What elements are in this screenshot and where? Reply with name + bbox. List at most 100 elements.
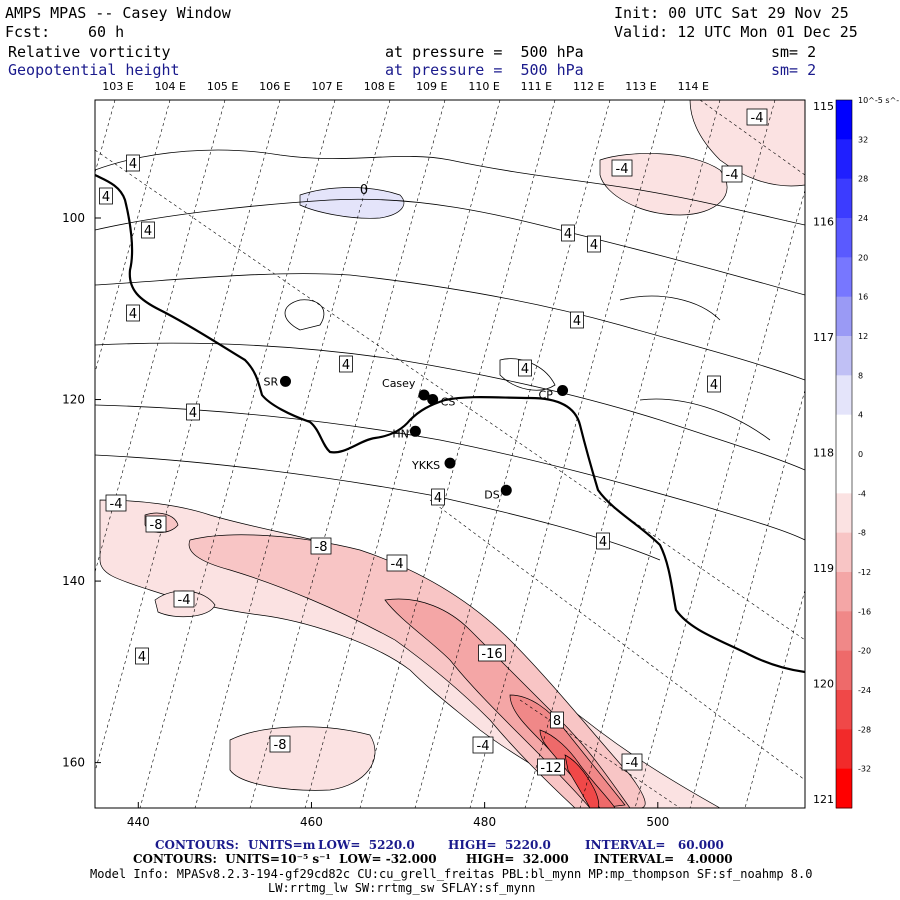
field2-level: at pressure = 500 hPa [385,61,584,79]
colorbar-swatch [836,729,852,770]
lon-line [469,100,666,808]
contour-label-box [570,311,584,329]
contour-label: 4 [596,532,610,550]
footer-physics-info: LW:rrtmg_lw SW:rrtmg_sw SFLAY:sf_mynn [268,881,536,895]
y-tick-label: 100 [62,211,85,225]
y-axis: 100 120 140 160 [62,211,101,770]
station-marker [500,484,512,496]
contour-label-text: -4 [616,162,629,177]
height-contour [95,404,805,541]
contour-label-text: 4 [590,238,598,253]
contour-label-text: -4 [626,756,639,771]
station-marker [427,394,439,406]
x-axis: 440 460 480 500 [127,802,669,829]
top-longitude-label: 103 E [102,80,133,93]
contour-label-box [145,515,167,533]
height-contour [639,398,771,441]
contour-label-box [431,488,445,506]
contour-label: 4 [126,304,140,322]
contour-label-text: -4 [110,497,123,512]
colorbar-swatch [836,454,852,494]
contour-label-text: -4 [477,739,490,754]
colorbar-swatch [836,768,852,809]
lon-line [95,100,116,174]
x-tick-label: 460 [300,815,323,829]
vorticity-cell-plus-8 [299,187,405,219]
contour-label: -4 [173,590,195,608]
contour-label: 4 [141,221,155,239]
colorbar-tick-label: 20 [858,253,868,262]
footer-vorticity-contours: CONTOURS: UNITS=10⁻⁵ s⁻¹ LOW= -32.000 HI… [133,852,733,866]
contour-label-text: -8 [150,518,163,533]
station-label: SR [263,375,278,388]
contour-label: 4 [339,355,353,373]
colorbar-tick-label: 16 [858,293,868,302]
station-marker [418,389,430,401]
top-longitude-label: 113 E [625,80,656,93]
station-marker [557,384,569,396]
contour-label-box [587,235,601,253]
contour-label: 4 [126,154,140,172]
station-marker [409,425,421,437]
colorbar-tick-label: -24 [858,686,871,695]
contour-label: 4 [587,235,601,253]
colorbar-swatch [836,493,852,534]
station-label: YKKS [411,459,440,472]
colorbar-tick-label: 4 [858,411,863,420]
contour-label: -4 [621,753,643,771]
contour-label-text: 4 [144,224,152,239]
colorbar-units: 10^-5 s^-1 [858,96,900,105]
height-contour [619,295,721,321]
contour-label-text: -4 [178,593,191,608]
footer-contours-label: CONTOURS: [155,838,239,852]
contour-label: 0 [360,183,368,198]
contour-label-text: -8 [315,540,328,555]
colorbar-swatch [836,414,852,455]
field2-name: Geopotential height [8,61,180,79]
contour-label-text: 4 [564,227,572,242]
field1-name: Relative vorticity [8,43,171,61]
top-longitude-label: 111 E [521,80,552,93]
footer-model-info: Model Info: MPASv8.2.3-194-gf29cd82c CU:… [90,867,813,881]
forecast-hour: 60 h [88,23,125,41]
station-label: CS [441,396,456,409]
contour-label-box [105,494,127,512]
contour-label-box [472,736,494,754]
height-contour [284,299,325,331]
contour-label-box [721,165,743,183]
contour-label-box [550,711,564,729]
y-tick-label: 160 [62,756,85,770]
contour-label-box [707,375,721,393]
field1-smoothing: sm= 2 [771,43,817,61]
contour-label: 4 [518,359,532,377]
lon-line [634,189,805,808]
contour-label-box [339,355,353,373]
contour-label-text: 4 [129,307,137,322]
map-plot-area: 4 4 4 4 4 4 4 4 4 4 4 4 4 -4 -4 -4 -4 -4 -4 -4 -4 -8 -8 -8 -12 -1… [95,100,805,808]
contour-label: 4 [135,647,149,665]
lon-line [194,100,391,808]
colorbar-tick-label: 24 [858,214,868,223]
station-marker [279,375,291,387]
colorbar-frame [835,99,853,809]
station-label: Casey [382,377,416,390]
contour-label: -4 [105,494,127,512]
plot-frame [94,99,806,809]
station-label: DS [484,488,499,501]
lon-line [359,100,556,808]
contour-label-box [537,758,565,776]
contour-label-text: -8 [274,738,287,753]
contour-label: -4 [611,159,633,177]
colorbar-swatch [836,375,852,416]
field1-level: at pressure = 500 hPa [385,43,584,61]
contour-label-box [186,403,200,421]
chart-title: AMPS MPAS -- Casey Window [5,4,231,22]
colorbar-tick-label: 28 [858,175,868,184]
vorticity-shading [99,100,805,808]
contour-label-text: 4 [342,358,350,373]
colorbar-swatch [836,611,852,652]
stations: SR Casey CS HN YKKS DS CP [263,375,569,501]
contour-label-box [269,735,291,753]
vorticity-band-minus-24 [564,754,600,808]
